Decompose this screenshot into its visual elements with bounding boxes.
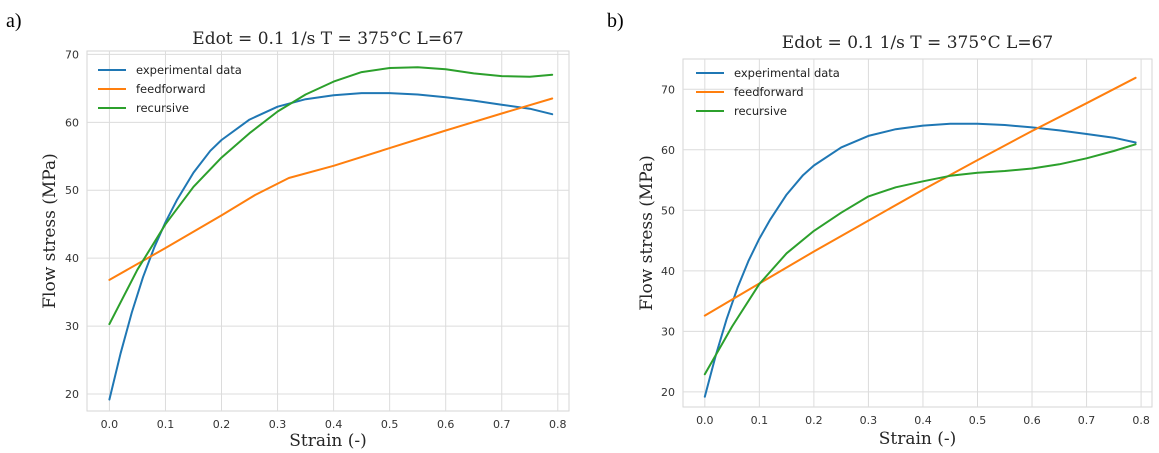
chart-b: 0.0 0.1 0.2 0.3 0.4 0.5 0.6 0.7 0.8 20 30 40 50 60 70 e…: [637, 33, 1153, 449]
y-tick-label: 40: [661, 265, 675, 278]
x-axis-label: Strain (-): [289, 431, 367, 451]
y-tick-label: 60: [65, 116, 79, 129]
series-line-experimental-data: [108, 92, 554, 401]
legend-label: feedforward: [734, 85, 804, 99]
chart-a: 0.0 0.1 0.2 0.3 0.4 0.5 0.6 0.7 0.8 20 30 40 50 60 70 e…: [40, 29, 570, 451]
y-tick-label: 20: [65, 388, 79, 401]
x-tick-label: 0.0: [696, 414, 714, 427]
x-tick-label: 0.8: [1132, 414, 1150, 427]
x-tick-label: 0.7: [1078, 414, 1096, 427]
plot-area: [86, 50, 570, 412]
y-tick-label: 30: [661, 325, 675, 338]
y-tick-label: 50: [65, 184, 79, 197]
series-line-recursive: [703, 143, 1137, 376]
y-tick-label: 60: [661, 144, 675, 157]
x-tick-label: 0.0: [101, 418, 119, 431]
x-tick-label: 0.3: [269, 418, 287, 431]
x-tick-label: 0.4: [914, 414, 932, 427]
legend-label: feedforward: [136, 82, 206, 96]
y-tick-label: 50: [661, 204, 675, 217]
y-tick-label: 40: [65, 252, 79, 265]
y-tick-label: 30: [65, 320, 79, 333]
legend-label: recursive: [136, 101, 189, 115]
x-tick-label: 0.2: [213, 418, 231, 431]
y-tick-label: 70: [65, 48, 79, 61]
series-line-recursive: [108, 66, 554, 326]
x-tick-label: 0.4: [325, 418, 343, 431]
x-axis-label: Strain (-): [879, 429, 957, 449]
y-tick-label: 20: [661, 386, 675, 399]
x-tick-label: 0.6: [437, 418, 455, 431]
series-line-experimental-data: [703, 122, 1137, 398]
x-tick-label: 0.1: [751, 414, 769, 427]
x-tick-label: 0.6: [1023, 414, 1041, 427]
legend-label: experimental data: [734, 66, 840, 80]
x-tick-label: 0.1: [157, 418, 175, 431]
y-tick-label: 70: [661, 83, 675, 96]
series-line-feedforward: [703, 76, 1137, 317]
y-axis-label: Flow stress (MPa): [40, 153, 60, 309]
legend-label: experimental data: [136, 63, 242, 77]
x-tick-label: 0.5: [381, 418, 399, 431]
x-tick-label: 0.3: [860, 414, 878, 427]
panel-label-b: b): [607, 10, 624, 32]
chart-title: Edot = 0.1 1/s T = 375°C L=67: [192, 29, 463, 49]
panel-label-a: a): [6, 10, 22, 32]
plot-area: [682, 58, 1153, 408]
x-tick-label: 0.2: [805, 414, 823, 427]
x-tick-label: 0.7: [493, 418, 511, 431]
legend-label: recursive: [734, 104, 787, 118]
series-line-feedforward: [108, 97, 554, 281]
chart-title: Edot = 0.1 1/s T = 375°C L=67: [782, 33, 1053, 53]
x-tick-label: 0.5: [969, 414, 987, 427]
x-tick-label: 0.8: [549, 418, 567, 431]
y-axis-label: Flow stress (MPa): [637, 155, 657, 311]
